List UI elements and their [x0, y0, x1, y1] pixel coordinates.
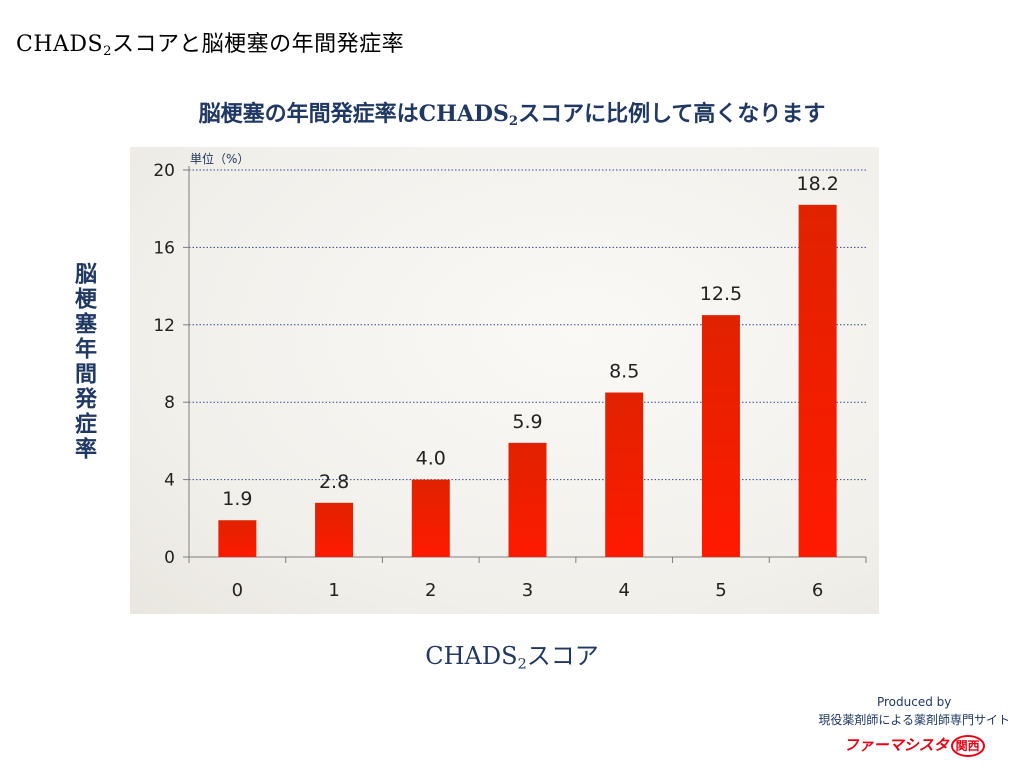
data-label: 5.9 [512, 411, 542, 433]
y-tick-label: 20 [153, 161, 175, 181]
y-axis-title: 脳梗塞年間発症率 [71, 262, 97, 462]
y-tick-label: 8 [164, 393, 175, 413]
bar [798, 204, 837, 557]
bar [218, 520, 257, 557]
x-tick-label: 4 [618, 580, 629, 601]
unit-note: 単位（%） [190, 152, 250, 166]
slide-title: CHADS2スコアと脳梗塞の年間発症率 [16, 32, 405, 59]
data-label: 4.0 [416, 448, 446, 470]
logo-text: ファーマシスタ [843, 736, 949, 754]
x-tick-label: 0 [232, 580, 243, 601]
x-tick-label: 5 [715, 580, 726, 601]
data-label: 18.2 [796, 173, 838, 195]
chart-title: 脳梗塞の年間発症率はCHADS2スコアに比例して高くなります [198, 101, 826, 129]
logo-badge: 関西 [950, 735, 985, 757]
credit-tagline: 現役薬剤師による薬剤師専門サイト [818, 713, 1010, 727]
x-tick-label: 3 [522, 580, 533, 601]
data-label: 8.5 [609, 361, 639, 383]
x-tick-label: 2 [425, 580, 436, 601]
x-tick-label: 1 [328, 580, 339, 601]
data-label: 2.8 [319, 471, 349, 493]
bar [315, 502, 354, 557]
credit-block: Produced by 現役薬剤師による薬剤師専門サイト ファーマシスタ 関西 [818, 693, 1010, 757]
y-tick-label: 0 [164, 548, 175, 568]
produced-by-text: Produced by [876, 695, 952, 709]
x-axis-title: CHADS2スコア [425, 642, 599, 673]
data-label: 12.5 [700, 283, 742, 305]
x-tick-label: 6 [812, 580, 823, 601]
y-tick-label: 4 [164, 471, 175, 491]
bar [701, 315, 740, 557]
data-label: 1.9 [222, 488, 252, 510]
bar [605, 392, 644, 557]
bar [508, 442, 547, 557]
bar [411, 479, 450, 557]
y-tick-label: 12 [153, 316, 175, 336]
site-logo: ファーマシスタ 関西 [844, 735, 985, 757]
y-tick-label: 16 [153, 238, 175, 258]
